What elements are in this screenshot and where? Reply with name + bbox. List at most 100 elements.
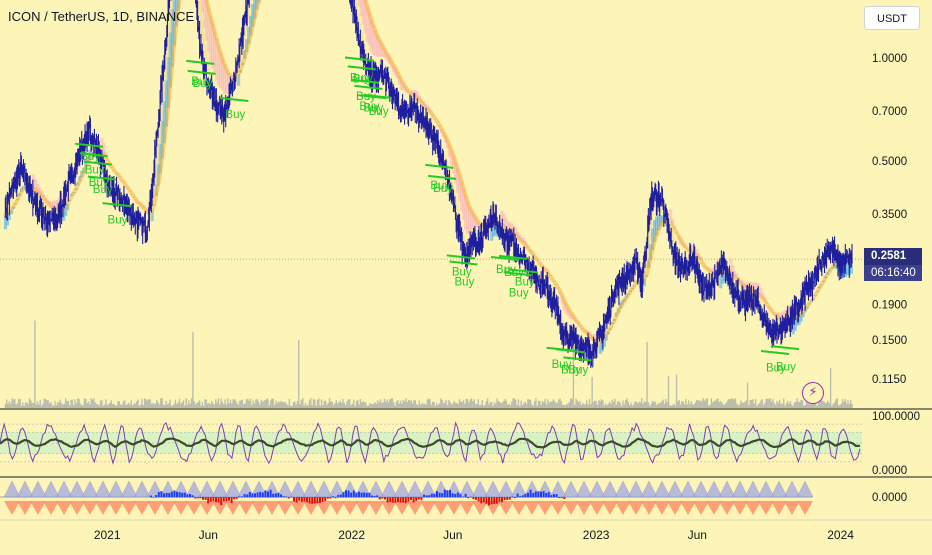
cloud-segment <box>634 280 639 283</box>
cloud-segment <box>705 267 709 269</box>
volume-bar <box>701 400 703 408</box>
trend-histogram-bar <box>204 497 207 501</box>
cloud-segment <box>421 101 426 105</box>
volume-bar <box>619 402 621 408</box>
trend-histogram-bar <box>347 490 350 498</box>
cloud-segment <box>403 86 407 92</box>
volume-bar <box>78 398 80 408</box>
x-tick-label: 2022 <box>338 528 365 542</box>
cloud-segment <box>395 71 399 79</box>
volume-bar <box>365 402 367 408</box>
cloud-segment <box>550 278 554 280</box>
volume-bar <box>590 404 592 408</box>
trend-histogram-bar <box>324 497 327 501</box>
trend-histogram-bar <box>441 493 444 498</box>
cloud-segment <box>582 330 586 332</box>
volume-bar <box>828 403 830 408</box>
trend-histogram-bar <box>514 497 516 499</box>
volume-bar <box>228 402 230 408</box>
volume-bar <box>62 404 64 408</box>
cloud-segment <box>257 0 261 3</box>
buy-signal-label: Buy <box>561 365 581 377</box>
volume-bar <box>787 400 789 408</box>
volume-bar <box>168 403 170 408</box>
volume-bar <box>552 399 554 408</box>
cloud-segment <box>369 18 373 52</box>
trend-histogram-bar <box>384 497 386 500</box>
trend-up-triangle <box>562 480 580 498</box>
cloud-segment <box>675 232 679 234</box>
volume-bar <box>540 404 542 408</box>
cloud-segment <box>242 50 247 59</box>
volume-bar <box>344 405 347 408</box>
cloud-segment <box>429 110 434 114</box>
trend-histogram-bar <box>261 492 264 498</box>
cloud-segment <box>158 143 162 174</box>
volume-bar <box>410 400 412 408</box>
trend-down-triangle <box>381 501 397 515</box>
volume-bar <box>295 404 297 408</box>
volume-bar <box>403 401 406 408</box>
volume-bar <box>279 401 281 408</box>
cloud-segment <box>443 135 448 143</box>
volume-bar <box>236 403 238 408</box>
currency-button[interactable]: USDT <box>864 6 920 30</box>
cloud-segment <box>614 312 618 317</box>
volume-bar <box>411 403 414 408</box>
volume-bar <box>851 403 853 408</box>
cloud-segment <box>737 277 741 282</box>
trend-histogram-bar <box>329 497 332 499</box>
x-tick-label: Jun <box>443 528 462 542</box>
volume-bar <box>712 402 714 408</box>
trend-down-triangle <box>95 501 111 515</box>
volume-bar <box>198 400 201 408</box>
volume-bar <box>81 405 83 408</box>
cloud-segment <box>656 214 661 231</box>
cloud-segment <box>172 0 176 46</box>
volume-bar <box>111 403 114 408</box>
cloud-segment <box>122 181 126 183</box>
volume-bar <box>461 401 463 408</box>
volume-bar <box>436 403 438 408</box>
volume-bar <box>287 405 289 408</box>
trend-histogram-bar <box>189 493 191 498</box>
cloud-segment <box>226 73 231 91</box>
volume-bar <box>645 401 647 408</box>
cloud-segment <box>162 101 166 144</box>
trend-down-triangle <box>355 501 371 515</box>
volume-bar <box>777 402 780 408</box>
volume-bar <box>733 399 735 408</box>
cloud-segment <box>803 309 807 313</box>
volume-bar <box>783 398 785 408</box>
cloud-segment <box>54 200 58 209</box>
volume-bar <box>196 403 198 408</box>
volume-bar <box>472 401 474 408</box>
lightning-icon[interactable]: ⚡ <box>802 382 824 404</box>
cloud-segment <box>544 268 548 271</box>
volume-bar <box>223 404 225 408</box>
trend-histogram-bar <box>285 496 288 498</box>
trend-histogram-bar <box>373 495 376 498</box>
cloud-segment <box>538 263 542 265</box>
buy-signal-label: Buy <box>452 267 472 279</box>
trend-histogram-bar <box>186 494 189 498</box>
volume-bar <box>82 405 84 408</box>
volume-bar <box>484 404 486 408</box>
volume-bar <box>738 404 741 408</box>
volume-bar <box>358 404 360 408</box>
volume-bar <box>139 404 142 408</box>
cloud-segment <box>821 280 825 283</box>
volume-bar <box>824 403 826 408</box>
volume-bar <box>821 400 824 408</box>
volume-bar <box>259 404 261 408</box>
volume-bar <box>707 405 710 408</box>
trend-histogram-bar <box>407 497 410 502</box>
volume-bar <box>749 399 751 408</box>
buy-signal-label: Buy <box>568 365 588 377</box>
trend-up-triangle <box>588 480 606 498</box>
volume-bar <box>524 401 526 408</box>
trend-histogram-bar <box>225 497 228 502</box>
volume-bar <box>401 403 403 408</box>
